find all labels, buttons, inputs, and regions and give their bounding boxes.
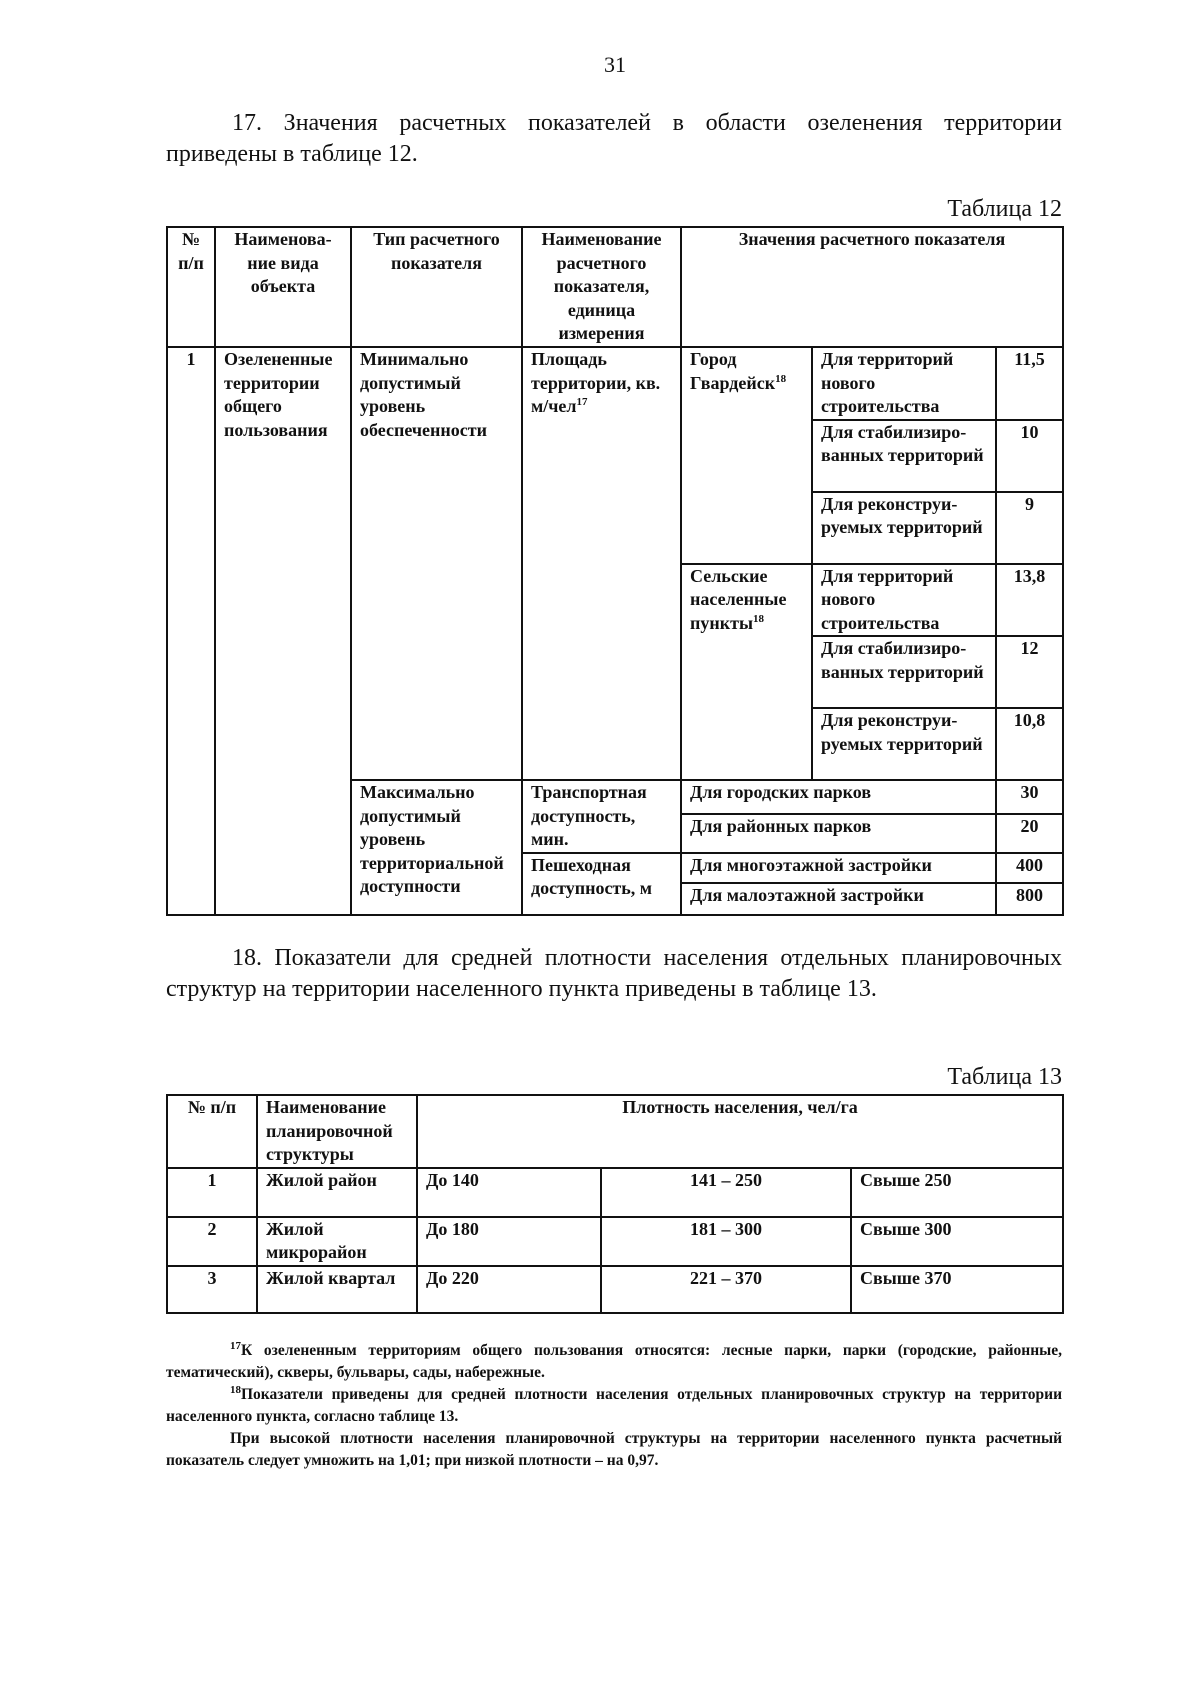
access-label: Для городских парков bbox=[680, 778, 997, 816]
footnote-mark: 17 bbox=[230, 1339, 241, 1352]
item-label: Для реконструи-руемых территорий bbox=[811, 707, 997, 781]
group-rural: Сельские населенные пункты18 bbox=[680, 562, 813, 781]
item-value: 10,8 bbox=[994, 707, 1065, 781]
object-name: Озелененные территории общего пользовани… bbox=[214, 346, 352, 916]
access-value: 20 bbox=[994, 813, 1065, 854]
footnote-mark: 18 bbox=[230, 1383, 241, 1396]
table-12: № п/п Наименова-ние вида объекта Тип рас… bbox=[166, 226, 1065, 916]
table-12-caption: Таблица 12 bbox=[947, 196, 1062, 222]
item-label: Для территорий нового строительства bbox=[811, 346, 997, 421]
cell-low: До 220 bbox=[416, 1264, 602, 1314]
access-label: Для районных парков bbox=[680, 813, 997, 854]
footnote-ref: 18 bbox=[775, 372, 787, 385]
row-num: 1 bbox=[166, 346, 216, 916]
paragraph-text: 18. Показатели для средней плотности нас… bbox=[166, 945, 1062, 1002]
item-label: Для стабилизиро-ванных территорий bbox=[811, 635, 997, 709]
footnote-text: К озелененным территориям общего пользов… bbox=[166, 1342, 1062, 1381]
footnote-note: При высокой плотности населения планиров… bbox=[166, 1428, 1062, 1472]
transport-indicator: Транспортная доступность, мин. bbox=[521, 779, 682, 854]
cell-mid: 181 – 300 bbox=[600, 1215, 852, 1267]
access-label: Для многоэтажной застройки bbox=[680, 851, 997, 884]
footnote-ref: 17 bbox=[576, 396, 588, 408]
cell-structure: Жилой микрорайон bbox=[256, 1215, 418, 1267]
cell-high: Свыше 370 bbox=[849, 1264, 1065, 1314]
min-indicator: Площадь территории, кв. м/чел17 bbox=[521, 346, 682, 781]
header-density: Плотность населения, чел/га bbox=[415, 1094, 1065, 1169]
footnote-text: Показатели приведены для средней плотнос… bbox=[166, 1386, 1062, 1425]
header-object: Наименова-ние вида объекта bbox=[214, 226, 352, 348]
cell-low: До 180 bbox=[416, 1215, 602, 1267]
walking-indicator: Пешеходная доступность, м bbox=[521, 851, 682, 916]
cell-num: 3 bbox=[166, 1264, 258, 1314]
header-structure: Наименование планировочной структуры bbox=[256, 1094, 418, 1169]
header-num: № п/п bbox=[166, 226, 216, 348]
access-value: 400 bbox=[994, 851, 1065, 884]
paragraph-17: 17. Значения расчетных показателей в обл… bbox=[166, 108, 1062, 170]
group-name: Сельские населенные пункты bbox=[690, 565, 787, 633]
footnote-ref: 18 bbox=[753, 612, 765, 625]
cell-num: 2 bbox=[166, 1215, 258, 1267]
footnote-18: 18Показатели приведены для средней плотн… bbox=[166, 1384, 1062, 1428]
item-value: 12 bbox=[994, 635, 1065, 709]
cell-low: До 140 bbox=[416, 1166, 602, 1218]
page-number: 31 bbox=[604, 52, 626, 77]
paragraph-text: 17. Значения расчетных показателей в обл… bbox=[166, 110, 1062, 167]
cell-mid: 141 – 250 bbox=[600, 1166, 852, 1218]
header-values: Значения расчетного показателя bbox=[679, 226, 1065, 348]
item-label: Для реконструи-руемых территорий bbox=[811, 490, 997, 565]
footnote-17: 17К озелененным территориям общего польз… bbox=[166, 1340, 1062, 1384]
header-type: Тип расчетного показателя bbox=[350, 226, 523, 348]
header-indicator: Наименование расчетного показателя, един… bbox=[521, 226, 682, 348]
access-value: 800 bbox=[994, 881, 1065, 916]
cell-high: Свыше 250 bbox=[849, 1166, 1065, 1218]
group-city: Город Гвардейск18 bbox=[680, 346, 813, 565]
footnote-text: При высокой плотности населения планиров… bbox=[166, 1430, 1062, 1469]
item-label: Для территорий нового строительства bbox=[811, 562, 997, 637]
indicator-text: Площадь территории, кв. м/чел bbox=[531, 349, 661, 416]
table-13-caption: Таблица 13 bbox=[947, 1064, 1062, 1090]
table-13: № п/п Наименование планировочной структу… bbox=[166, 1094, 1065, 1314]
item-label: Для стабилизиро-ванных территорий bbox=[811, 418, 997, 493]
min-type: Минимально допустимый уровень обеспеченн… bbox=[350, 346, 523, 781]
access-value: 30 bbox=[994, 778, 1065, 816]
item-value: 11,5 bbox=[994, 346, 1065, 421]
item-value: 13,8 bbox=[994, 562, 1065, 637]
cell-structure: Жилой квартал bbox=[256, 1264, 418, 1314]
item-value: 9 bbox=[994, 490, 1065, 565]
header-num: № п/п bbox=[166, 1094, 258, 1169]
max-type: Максимально допустимый уровень территори… bbox=[350, 779, 523, 916]
cell-high: Свыше 300 bbox=[849, 1215, 1065, 1267]
group-name: Город Гвардейск bbox=[690, 349, 776, 393]
paragraph-18: 18. Показатели для средней плотности нас… bbox=[166, 943, 1062, 1005]
cell-num: 1 bbox=[166, 1166, 258, 1218]
item-value: 10 bbox=[994, 418, 1065, 493]
access-label: Для малоэтажной застройки bbox=[680, 881, 997, 916]
cell-structure: Жилой район bbox=[256, 1166, 418, 1218]
cell-mid: 221 – 370 bbox=[600, 1264, 852, 1314]
